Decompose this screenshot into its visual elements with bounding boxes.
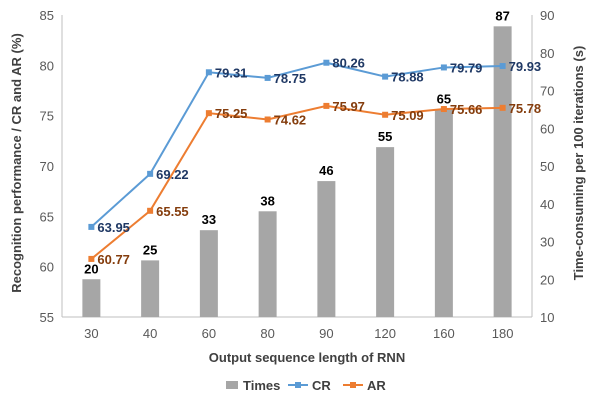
bar-times <box>141 260 160 317</box>
legend-ar-label: AR <box>367 378 386 393</box>
bar-times-data-label: 87 <box>495 8 509 23</box>
y-right-tick-label: 30 <box>540 235 554 250</box>
bar-times <box>317 181 336 317</box>
y-left-tick-label: 60 <box>40 260 54 275</box>
y-right-tick-label: 40 <box>540 197 554 212</box>
bar-times-data-label: 33 <box>202 212 216 227</box>
ar-data-point <box>499 104 506 111</box>
ar-data-point <box>264 116 271 123</box>
bar-times-data-label: 65 <box>437 91 451 106</box>
y-left-tick-label: 75 <box>40 109 54 124</box>
ar-data-point <box>147 207 154 214</box>
ar-data-label: 75.09 <box>391 108 424 123</box>
y-right-tick-label: 90 <box>540 8 554 23</box>
y-axis-right-title: Time-consuming per 100 iterations (s) <box>571 46 586 281</box>
y-right-tick-label: 60 <box>540 121 554 136</box>
bar-times-data-label: 38 <box>260 193 274 208</box>
legend-times-label: Times <box>243 378 280 393</box>
cr-data-point <box>440 64 447 71</box>
x-tick-label: 160 <box>433 326 455 341</box>
bar-times-data-label: 20 <box>84 261 98 276</box>
x-tick-label: 60 <box>202 326 216 341</box>
ar-data-point <box>205 110 212 117</box>
ar-data-label: 65.55 <box>156 204 189 219</box>
y-right-tick-label: 10 <box>540 310 554 325</box>
ar-data-label: 60.77 <box>97 252 130 267</box>
ar-data-point <box>323 102 330 109</box>
x-tick-label: 180 <box>492 326 514 341</box>
ar-data-label: 74.62 <box>274 112 307 127</box>
ar-data-point <box>88 255 95 262</box>
y-right-tick-label: 70 <box>540 84 554 99</box>
x-tick-label: 30 <box>84 326 98 341</box>
bar-times-data-label: 55 <box>378 129 392 144</box>
bar-times <box>82 279 101 317</box>
y-left-tick-label: 85 <box>40 8 54 23</box>
cr-data-label: 78.88 <box>391 70 424 85</box>
cr-data-point <box>382 73 389 80</box>
cr-data-label: 79.93 <box>509 59 542 74</box>
ar-data-point <box>440 106 447 113</box>
y-left-tick-label: 55 <box>40 310 54 325</box>
ar-series-line <box>90 104 503 260</box>
ar-data-label: 75.78 <box>509 101 542 116</box>
cr-series-line <box>90 61 503 228</box>
cr-data-label: 79.31 <box>215 65 248 80</box>
legend: Times CR AR <box>226 378 386 393</box>
y-right-tick-label: 50 <box>540 159 554 174</box>
bar-times <box>434 109 453 317</box>
legend-cr-label: CR <box>312 378 331 393</box>
bar-times <box>376 147 395 317</box>
legend-ar-marker <box>350 382 356 388</box>
legend-cr-marker <box>295 382 301 388</box>
y-right-tick-label: 80 <box>540 46 554 61</box>
cr-data-point <box>264 74 271 81</box>
ar-data-label: 75.66 <box>450 102 483 117</box>
y-left-tick-label: 80 <box>40 58 54 73</box>
cr-data-label: 79.79 <box>450 60 483 75</box>
x-tick-label: 120 <box>374 326 396 341</box>
cr-data-point <box>205 69 212 76</box>
x-tick-label: 80 <box>260 326 274 341</box>
cr-data-point <box>147 170 154 177</box>
x-tick-label: 90 <box>319 326 333 341</box>
y-left-tick-label: 65 <box>40 209 54 224</box>
cr-data-label: 78.75 <box>274 71 307 86</box>
ar-data-point <box>382 111 389 118</box>
y-left-tick-label: 70 <box>40 159 54 174</box>
cr-data-label: 69.22 <box>156 167 189 182</box>
legend-times-swatch <box>226 381 238 389</box>
plot-area: 55 60 65 70 75 80 85 10 20 30 40 50 60 70 80 90 30 40 60 80… <box>40 8 555 341</box>
ar-data-label: 75.25 <box>215 106 248 121</box>
y-right-tick-label: 20 <box>540 272 554 287</box>
bar-times-data-label: 46 <box>319 163 333 178</box>
cr-data-point <box>323 59 330 66</box>
cr-data-point <box>88 223 95 230</box>
cr-data-label: 80.26 <box>332 56 365 71</box>
cr-data-label: 63.95 <box>97 220 130 235</box>
bar-times <box>258 211 277 317</box>
bar-times <box>199 230 218 317</box>
bar-times <box>493 26 512 317</box>
ar-data-label: 75.97 <box>332 99 365 114</box>
bar-times-data-label: 25 <box>143 242 157 257</box>
cr-data-point <box>499 63 506 70</box>
y-axis-left-title: Recognition performance / CR and AR (%) <box>9 33 24 293</box>
x-tick-label: 40 <box>143 326 157 341</box>
x-axis-title: Output sequence length of RNN <box>209 350 405 365</box>
